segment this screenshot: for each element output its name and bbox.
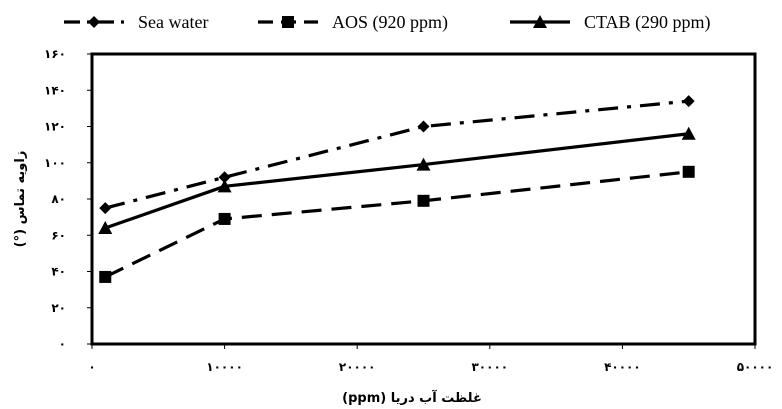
y-tick-label: ۰ — [59, 337, 66, 351]
x-tick-label: ۵۰۰۰۰ — [737, 360, 774, 374]
legend-marker-aos-920-ppm — [282, 16, 294, 28]
y-axis-title: زاویه تماس (°) — [13, 151, 28, 248]
legend-marker-sea-water — [88, 16, 100, 28]
series-line-aos-920-ppm — [104, 170, 689, 279]
y-tick-label: ۸۰ — [51, 192, 66, 206]
legend-label-ctab-290-ppm: CTAB (290 ppm) — [584, 12, 711, 33]
axis-layer: ۰ ۲۰ ۴۰ ۶۰ ۸۰ ۱۰۰ ۱۲۰ ۱۴۰ ۱۶۰ ۰ ۱۰۰۰۰ ۲۰۰۰۰ ۳۰۰۰۰ ۴۰۰… — [44, 47, 773, 374]
series-layer — [98, 95, 696, 283]
legend-label-aos-920-ppm: AOS (920 ppm) — [332, 12, 448, 33]
data-point-sea-water — [417, 120, 430, 133]
y-tick-label: ۱۴۰ — [44, 83, 66, 97]
legend-label-sea-water: Sea water — [138, 12, 208, 32]
x-tick-label: ۰ — [88, 360, 95, 374]
data-point-aos-920-ppm — [218, 212, 231, 225]
data-point-sea-water — [99, 202, 112, 215]
y-tick-label: ۱۲۰ — [44, 120, 66, 134]
x-axis-title: غلظت آب دریا (ppm) — [342, 389, 482, 406]
data-point-aos-920-ppm — [682, 165, 695, 178]
x-tick-label: ۳۰۰۰۰ — [471, 360, 508, 374]
data-point-aos-920-ppm — [417, 194, 430, 207]
x-tick-label: ۴۰۰۰۰ — [604, 360, 641, 374]
series-line-ctab-290-ppm — [104, 132, 689, 230]
y-tick-label: ۴۰ — [51, 265, 66, 279]
data-point-sea-water — [218, 171, 231, 184]
data-point-ctab-290-ppm — [98, 221, 113, 234]
x-tick-label: ۲۰۰۰۰ — [339, 360, 376, 374]
y-tick-label: ۱۰۰ — [44, 156, 66, 170]
y-tick-label: ۶۰ — [51, 228, 66, 242]
legend-marker-ctab-290-ppm — [533, 15, 547, 28]
data-point-ctab-290-ppm — [416, 157, 431, 171]
y-tick-label: ۲۰ — [51, 301, 66, 315]
data-point-aos-920-ppm — [99, 270, 112, 283]
chart-legend: Sea water AOS (920 ppm) CTAB (290 ppm) — [64, 12, 711, 33]
series-line-sea-water — [104, 99, 689, 210]
data-point-sea-water — [682, 95, 695, 108]
x-tick-label: ۱۰۰۰۰ — [206, 360, 243, 374]
y-tick-label: ۱۶۰ — [44, 47, 66, 61]
data-point-ctab-290-ppm — [681, 126, 696, 140]
data-point-ctab-290-ppm — [217, 179, 232, 193]
